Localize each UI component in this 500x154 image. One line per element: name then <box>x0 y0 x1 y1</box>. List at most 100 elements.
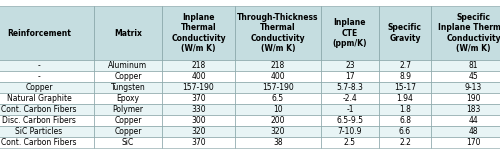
Bar <box>0 71 94 82</box>
Text: Through-Thickness
Thermal
Conductivity
(W/m K): Through-Thickness Thermal Conductivity (… <box>238 13 319 53</box>
Text: 320: 320 <box>191 127 206 136</box>
Bar <box>0 82 94 93</box>
Text: Copper: Copper <box>114 116 142 125</box>
Text: 400: 400 <box>270 72 285 81</box>
Text: 1.8: 1.8 <box>399 105 411 114</box>
Text: 6.5: 6.5 <box>272 94 284 103</box>
Bar <box>431 82 500 93</box>
Bar <box>321 126 379 137</box>
Text: -: - <box>38 72 40 81</box>
Text: -1: -1 <box>346 105 354 114</box>
Bar <box>321 82 379 93</box>
Bar <box>162 93 235 104</box>
Text: SiC Particles: SiC Particles <box>16 127 62 136</box>
Bar <box>235 82 321 93</box>
Bar <box>162 6 235 60</box>
Text: 6.8: 6.8 <box>399 116 411 125</box>
Bar <box>94 104 162 115</box>
Text: 5.7-8.3: 5.7-8.3 <box>336 83 363 92</box>
Text: 300: 300 <box>191 116 206 125</box>
Text: 45: 45 <box>468 72 478 81</box>
Text: 190: 190 <box>466 94 481 103</box>
Text: 370: 370 <box>191 94 206 103</box>
Text: 48: 48 <box>468 127 478 136</box>
Bar <box>162 126 235 137</box>
Bar <box>162 137 235 148</box>
Bar <box>431 137 500 148</box>
Bar <box>379 115 431 126</box>
Text: 44: 44 <box>468 116 478 125</box>
Text: 170: 170 <box>466 138 481 147</box>
Bar <box>0 60 94 71</box>
Text: Epoxy: Epoxy <box>116 94 140 103</box>
Text: Natural Graphite: Natural Graphite <box>6 94 71 103</box>
Text: Inplane
Thermal
Conductivity
(W/m K): Inplane Thermal Conductivity (W/m K) <box>171 13 226 53</box>
Text: Matrix: Matrix <box>114 28 142 38</box>
Bar <box>321 60 379 71</box>
Text: Cont. Carbon Fibers: Cont. Carbon Fibers <box>1 105 77 114</box>
Text: -2.4: -2.4 <box>342 94 357 103</box>
Text: -: - <box>38 61 40 70</box>
Bar <box>379 60 431 71</box>
Text: 157-190: 157-190 <box>262 83 294 92</box>
Text: 8.9: 8.9 <box>399 72 411 81</box>
Bar <box>94 71 162 82</box>
Bar <box>235 71 321 82</box>
Bar <box>235 115 321 126</box>
Text: 157-190: 157-190 <box>182 83 214 92</box>
Text: Specific
Gravity: Specific Gravity <box>388 23 422 43</box>
Bar <box>431 71 500 82</box>
Bar <box>162 115 235 126</box>
Text: 1.94: 1.94 <box>396 94 413 103</box>
Text: 81: 81 <box>469 61 478 70</box>
Bar <box>94 82 162 93</box>
Text: Disc. Carbon Fibers: Disc. Carbon Fibers <box>2 116 76 125</box>
Text: 2.5: 2.5 <box>344 138 356 147</box>
Bar <box>162 60 235 71</box>
Bar <box>431 6 500 60</box>
Bar <box>94 6 162 60</box>
Text: 17: 17 <box>345 72 355 81</box>
Bar <box>94 137 162 148</box>
Bar <box>0 6 94 60</box>
Bar <box>162 82 235 93</box>
Bar <box>94 60 162 71</box>
Bar <box>431 104 500 115</box>
Text: 9-13: 9-13 <box>465 83 482 92</box>
Bar <box>235 93 321 104</box>
Text: Cont. Carbon Fibers: Cont. Carbon Fibers <box>1 138 77 147</box>
Bar <box>431 93 500 104</box>
Text: 2.7: 2.7 <box>399 61 411 70</box>
Text: 7-10.9: 7-10.9 <box>338 127 362 136</box>
Text: 370: 370 <box>191 138 206 147</box>
Text: 330: 330 <box>191 105 206 114</box>
Text: Copper: Copper <box>25 83 53 92</box>
Text: Aluminum: Aluminum <box>108 61 148 70</box>
Bar <box>321 93 379 104</box>
Text: 183: 183 <box>466 105 480 114</box>
Text: Inplane
CTE
(ppm/K): Inplane CTE (ppm/K) <box>333 18 367 48</box>
Bar <box>235 104 321 115</box>
Bar <box>94 126 162 137</box>
Bar <box>235 126 321 137</box>
Bar <box>379 82 431 93</box>
Text: 200: 200 <box>271 116 285 125</box>
Bar <box>379 93 431 104</box>
Bar <box>235 137 321 148</box>
Bar <box>94 93 162 104</box>
Bar <box>321 104 379 115</box>
Text: Copper: Copper <box>114 127 142 136</box>
Bar <box>321 6 379 60</box>
Bar <box>321 137 379 148</box>
Text: 218: 218 <box>192 61 205 70</box>
Bar <box>431 115 500 126</box>
Text: 320: 320 <box>271 127 285 136</box>
Text: 15-17: 15-17 <box>394 83 416 92</box>
Bar <box>379 71 431 82</box>
Text: 6.6: 6.6 <box>399 127 411 136</box>
Text: 2.2: 2.2 <box>399 138 411 147</box>
Bar <box>235 60 321 71</box>
Bar <box>235 6 321 60</box>
Text: Reinforcement: Reinforcement <box>7 28 71 38</box>
Bar <box>162 71 235 82</box>
